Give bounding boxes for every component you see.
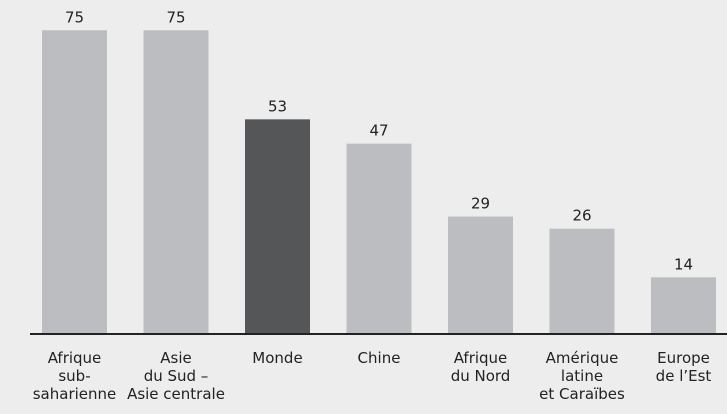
x-tick-label-line: Amérique	[546, 349, 619, 367]
data-label: 75	[65, 8, 84, 26]
data-label: 14	[674, 255, 693, 273]
bar	[448, 216, 513, 334]
bar	[42, 30, 107, 334]
x-tick-label: Europe de l’Est	[656, 349, 712, 385]
x-tick-label: Amérique latine et Caraïbes	[539, 349, 625, 403]
x-tick-label: Afrique du Nord	[451, 349, 511, 385]
bar	[143, 30, 209, 334]
bar	[549, 228, 615, 334]
x-tick-label-line: de l’Est	[656, 367, 712, 385]
bar	[651, 277, 716, 334]
data-label: 29	[471, 195, 490, 213]
x-tick-label-line: du Nord	[451, 367, 511, 385]
x-tick-label-line: Asie centrale	[127, 385, 225, 403]
data-label: 47	[369, 122, 388, 140]
data-label: 53	[268, 97, 287, 115]
x-tick-label-line: et Caraïbes	[539, 385, 625, 403]
data-label: 75	[166, 8, 185, 26]
x-tick-label-line: Monde	[252, 349, 302, 367]
x-tick-label-line: latine	[561, 367, 603, 385]
x-tick-label: Monde	[252, 349, 302, 367]
x-tick-label-line: Chine	[358, 349, 401, 367]
data-label: 26	[572, 207, 591, 225]
x-tick-label-line: Europe	[657, 349, 710, 367]
x-tick-label: Asie du Sud – Asie centrale	[127, 349, 225, 403]
x-tick-label-line: saharienne	[33, 385, 117, 403]
bar	[346, 143, 412, 334]
bar	[245, 119, 310, 334]
x-tick-label-line: du Sud –	[144, 367, 209, 385]
x-tick-label-line: Afrique	[454, 349, 508, 367]
x-tick-label: Afrique sub-saharienne	[33, 349, 117, 403]
x-tick-label-line: Asie	[160, 349, 191, 367]
x-tick-label: Chine	[358, 349, 401, 367]
x-tick-label-line: sub-	[58, 367, 90, 385]
x-tick-label-line: Afrique	[48, 349, 102, 367]
